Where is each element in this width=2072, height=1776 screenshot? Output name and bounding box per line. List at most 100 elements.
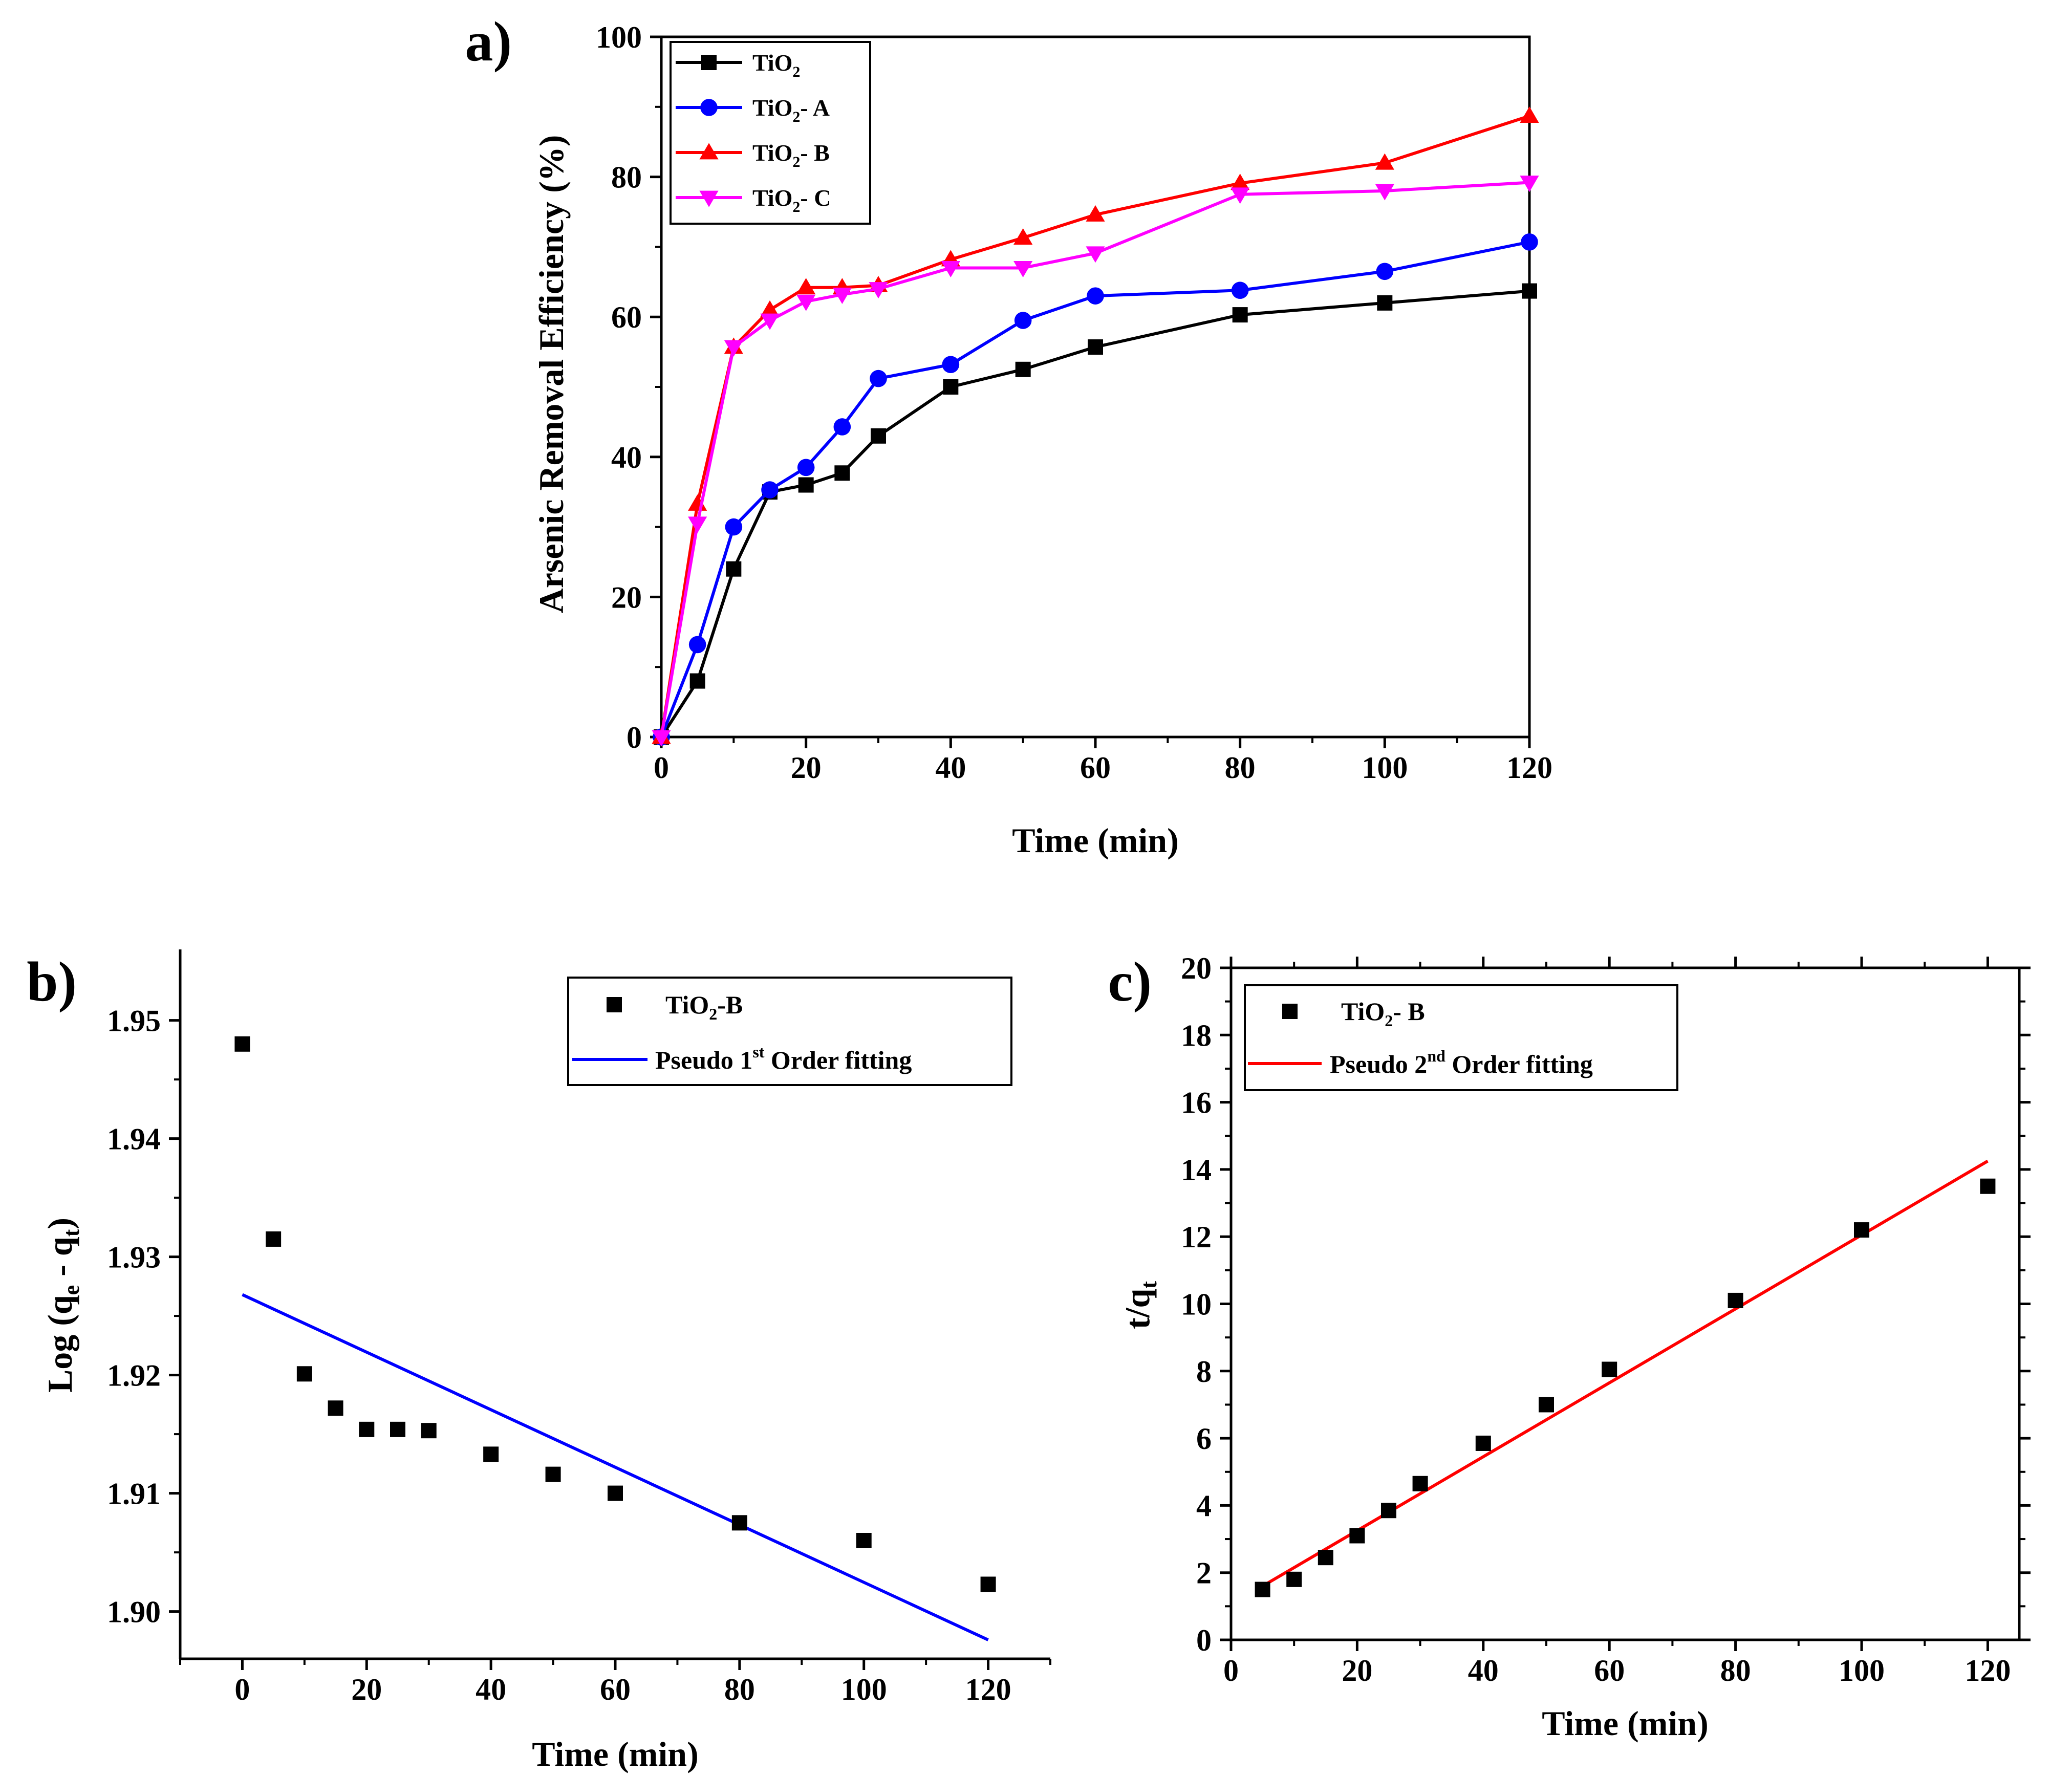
data-point: [1232, 307, 1248, 323]
panel-label-a: a): [465, 10, 512, 73]
y-tick-label: 1.95: [107, 1004, 161, 1038]
y-tick-label: 1.92: [107, 1359, 161, 1393]
data-point: [796, 278, 816, 295]
data-point: [869, 282, 888, 299]
data-point: [726, 561, 742, 577]
legend-marker: [607, 997, 622, 1012]
x-tick-label: 60: [1080, 751, 1111, 785]
data-point: [796, 294, 816, 311]
legend-label: TiO2- B: [1341, 997, 1425, 1030]
x-tick-label: 80: [1720, 1654, 1751, 1687]
data-point: [1286, 1571, 1302, 1587]
data-point: [328, 1400, 343, 1416]
y-tick-label: 18: [1181, 1019, 1212, 1052]
data-point: [1602, 1361, 1617, 1377]
y-tick-label: 60: [611, 300, 642, 334]
data-point: [1231, 281, 1249, 299]
data-point: [608, 1485, 623, 1501]
data-point: [870, 370, 887, 387]
data-point: [1539, 1397, 1554, 1413]
x-tick-label: 0: [234, 1673, 250, 1706]
data-point: [761, 481, 779, 499]
legend-label: Pseudo 2nd Order fitting: [1330, 1047, 1593, 1078]
data-point: [942, 356, 960, 374]
data-point: [1231, 187, 1250, 204]
data-point: [1522, 283, 1537, 299]
x-tick-label: 20: [1342, 1654, 1372, 1687]
data-point: [1015, 361, 1031, 377]
y-tick-label: 1.93: [107, 1241, 161, 1274]
y-tick-label: 0: [1196, 1623, 1212, 1657]
data-point: [1318, 1550, 1333, 1566]
data-point: [688, 636, 706, 654]
data-point: [834, 465, 850, 481]
data-point: [760, 313, 780, 330]
data-point: [1086, 246, 1105, 263]
data-point: [798, 477, 814, 493]
y-tick-label: 4: [1196, 1489, 1212, 1523]
data-point: [1086, 205, 1105, 222]
y-tick-label: 12: [1181, 1220, 1212, 1254]
y-tick-label: 14: [1181, 1153, 1212, 1187]
x-tick-label: 40: [476, 1673, 506, 1706]
y-axis-title: Log (qe - qt): [40, 1218, 84, 1393]
y-tick-label: 80: [611, 161, 642, 194]
data-point: [856, 1533, 872, 1548]
x-axis-title: Time (min): [532, 1735, 699, 1773]
data-point: [1520, 176, 1539, 192]
data-point: [1375, 184, 1394, 201]
legend-marker: [701, 55, 717, 70]
data-point: [1520, 106, 1539, 123]
data-point: [724, 340, 743, 357]
x-tick-label: 0: [654, 751, 669, 785]
legend-marker: [699, 190, 719, 207]
x-axis-title: Time (min): [1012, 821, 1179, 860]
data-point: [234, 1036, 250, 1052]
data-point: [871, 428, 886, 444]
y-tick-label: 2: [1196, 1556, 1212, 1590]
y-axis-title: Arsenic Removal Efficiency (%): [532, 135, 571, 614]
y-tick-label: 8: [1196, 1355, 1212, 1389]
y-tick-label: 100: [596, 20, 642, 54]
data-point: [652, 730, 671, 747]
data-point: [1376, 263, 1394, 280]
y-tick-label: 1.90: [107, 1595, 161, 1629]
data-point: [760, 300, 780, 317]
data-point: [1521, 233, 1538, 251]
data-point: [980, 1576, 996, 1592]
legend-label: TiO2- A: [752, 95, 830, 125]
data-point: [1728, 1292, 1743, 1308]
legend-label: Pseudo 1st Order fitting: [655, 1043, 912, 1074]
y-tick-label: 1.91: [107, 1477, 161, 1511]
data-point: [1013, 228, 1033, 245]
data-point: [1013, 261, 1033, 278]
data-point: [1014, 312, 1032, 329]
data-point: [1980, 1178, 1996, 1194]
data-point: [545, 1466, 561, 1482]
chart-panel-a: 0 20 40 60 80 100 120 0 20 40 60 80 100 a) Time (min) A…: [465, 10, 1552, 860]
x-tick-label: 40: [935, 751, 966, 785]
data-point: [1087, 287, 1104, 305]
x-tick-label: 0: [1223, 1654, 1239, 1687]
legend-label: TiO2: [752, 50, 800, 80]
y-tick-label: 1.94: [107, 1122, 161, 1156]
data-point: [390, 1421, 405, 1437]
y-tick-label: 10: [1181, 1288, 1212, 1322]
data-point: [797, 459, 815, 477]
data-point: [941, 261, 960, 278]
data-point: [1231, 174, 1250, 190]
chart-panel-c: 0 20 40 60 80 100 120 0 2 4 6 8 10 12 14 16 18 20 c) Time (…: [1108, 950, 2031, 1743]
data-point: [943, 379, 959, 395]
fit-line: [242, 1293, 989, 1641]
legend: TiO2-B Pseudo 1st Order fitting: [567, 977, 1012, 1086]
x-tick-label: 20: [791, 751, 822, 785]
data-point: [731, 1515, 747, 1531]
legend-box: [567, 977, 1012, 1086]
panel-label-b: b): [27, 950, 77, 1013]
data-point: [1377, 295, 1393, 311]
legend-marker: [1282, 1004, 1298, 1019]
data-point: [725, 518, 743, 536]
panel-label-c: c): [1108, 950, 1152, 1013]
legend-label: TiO2-B: [665, 990, 743, 1023]
